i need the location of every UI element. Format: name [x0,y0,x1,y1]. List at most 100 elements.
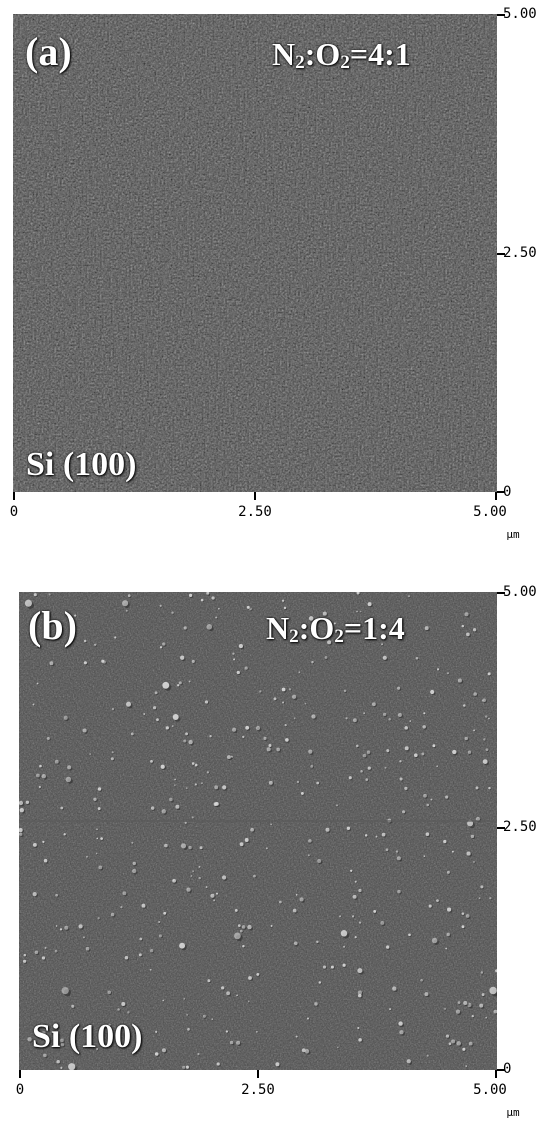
surface-particle [61,986,69,995]
surface-particle [358,888,362,893]
surface-particle [214,801,219,806]
surface-particle [314,1002,318,1006]
surface-particle [304,702,307,705]
surface-particle [253,874,256,878]
surface-particle [481,993,485,997]
surface-particle [55,925,58,927]
surface-particle [60,1066,63,1069]
surface-particle [399,777,403,781]
surface-particle [156,718,159,722]
surface-particle [238,644,243,649]
x-tick-mark [495,1070,497,1078]
surface-particle [97,787,102,791]
surface-particle [36,773,40,778]
surface-particle [383,712,387,717]
surface-particle [384,766,387,769]
surface-particle [356,592,360,595]
surface-particle [247,1000,250,1003]
surface-particle [110,757,114,761]
surface-particle [430,689,435,695]
surface-particle [185,787,188,790]
surface-particle [337,1046,339,1049]
surface-particle [301,1048,306,1053]
surface-particle [96,828,98,831]
surface-particle [95,852,98,855]
surface-particle [172,878,176,883]
surface-particle [451,850,454,853]
surface-particle [330,965,334,969]
surface-particle [89,753,92,755]
x-unit-label: µm [506,1106,520,1119]
surface-particle [242,735,245,739]
surface-particle [480,971,484,974]
surface-particle [221,875,227,880]
surface-particle [406,1059,411,1064]
surface-particle [423,793,427,798]
surface-particle [343,689,347,693]
surface-particle [404,786,408,791]
surface-particle [78,924,83,929]
surface-particle [382,655,387,660]
surface-particle [322,611,327,616]
surface-particle [209,735,212,738]
surface-particle [275,1062,280,1067]
surface-particle [242,944,245,948]
surface-particle [350,869,353,872]
surface-particle [256,972,260,976]
surface-particle [184,821,187,824]
surface-particle [158,920,161,924]
surface-particle [426,1054,429,1057]
surface-particle [188,845,192,850]
surface-particle [130,732,134,736]
surface-particle [404,726,408,730]
surface-particle [23,953,27,957]
surface-particle [327,640,332,645]
surface-particle [465,1065,468,1067]
surface-particle [39,764,42,768]
surface-particle [236,670,240,675]
surface-particle [255,725,261,731]
surface-particle [447,907,452,912]
surface-particle [281,599,285,602]
surface-particle [25,800,30,804]
surface-particle [97,807,101,811]
x-tick-label: 5.00 [473,504,507,520]
y-tick-mark [497,592,505,594]
surface-particle [226,991,231,996]
surface-particle [197,1053,200,1056]
surface-particle [206,592,210,595]
panel-tag-a: (a) [25,29,72,74]
surface-particle [174,778,176,781]
surface-particle [175,804,180,809]
surface-particle [186,1013,189,1016]
y-tick-label: 2.50 [503,245,537,261]
surface-particle [164,843,168,848]
surface-particle [71,1004,75,1008]
surface-particle [295,894,298,896]
surface-particle [317,859,322,863]
surface-particle [480,885,484,889]
surface-particle [324,656,328,659]
surface-particle [348,776,352,780]
surface-particle [282,701,285,704]
surface-particle [191,762,195,765]
surface-particle [311,714,316,719]
surface-particle [110,912,115,917]
surface-particle [424,992,429,997]
surface-particle [464,612,469,617]
surface-particle [345,717,348,720]
surface-particle [489,986,497,995]
surface-particle [111,707,115,711]
substrate-label-b: Si (100) [32,1018,143,1055]
surface-particle [63,833,66,836]
surface-particle [432,744,436,748]
surface-particle [121,1002,126,1006]
surface-particle [457,678,462,683]
surface-particle [464,736,468,741]
surface-particle [268,780,273,785]
surface-particle [281,687,286,692]
surface-particle [437,668,440,671]
x-tick-mark [13,492,15,500]
surface-particle [339,915,342,918]
y-tick-mark [497,14,505,16]
